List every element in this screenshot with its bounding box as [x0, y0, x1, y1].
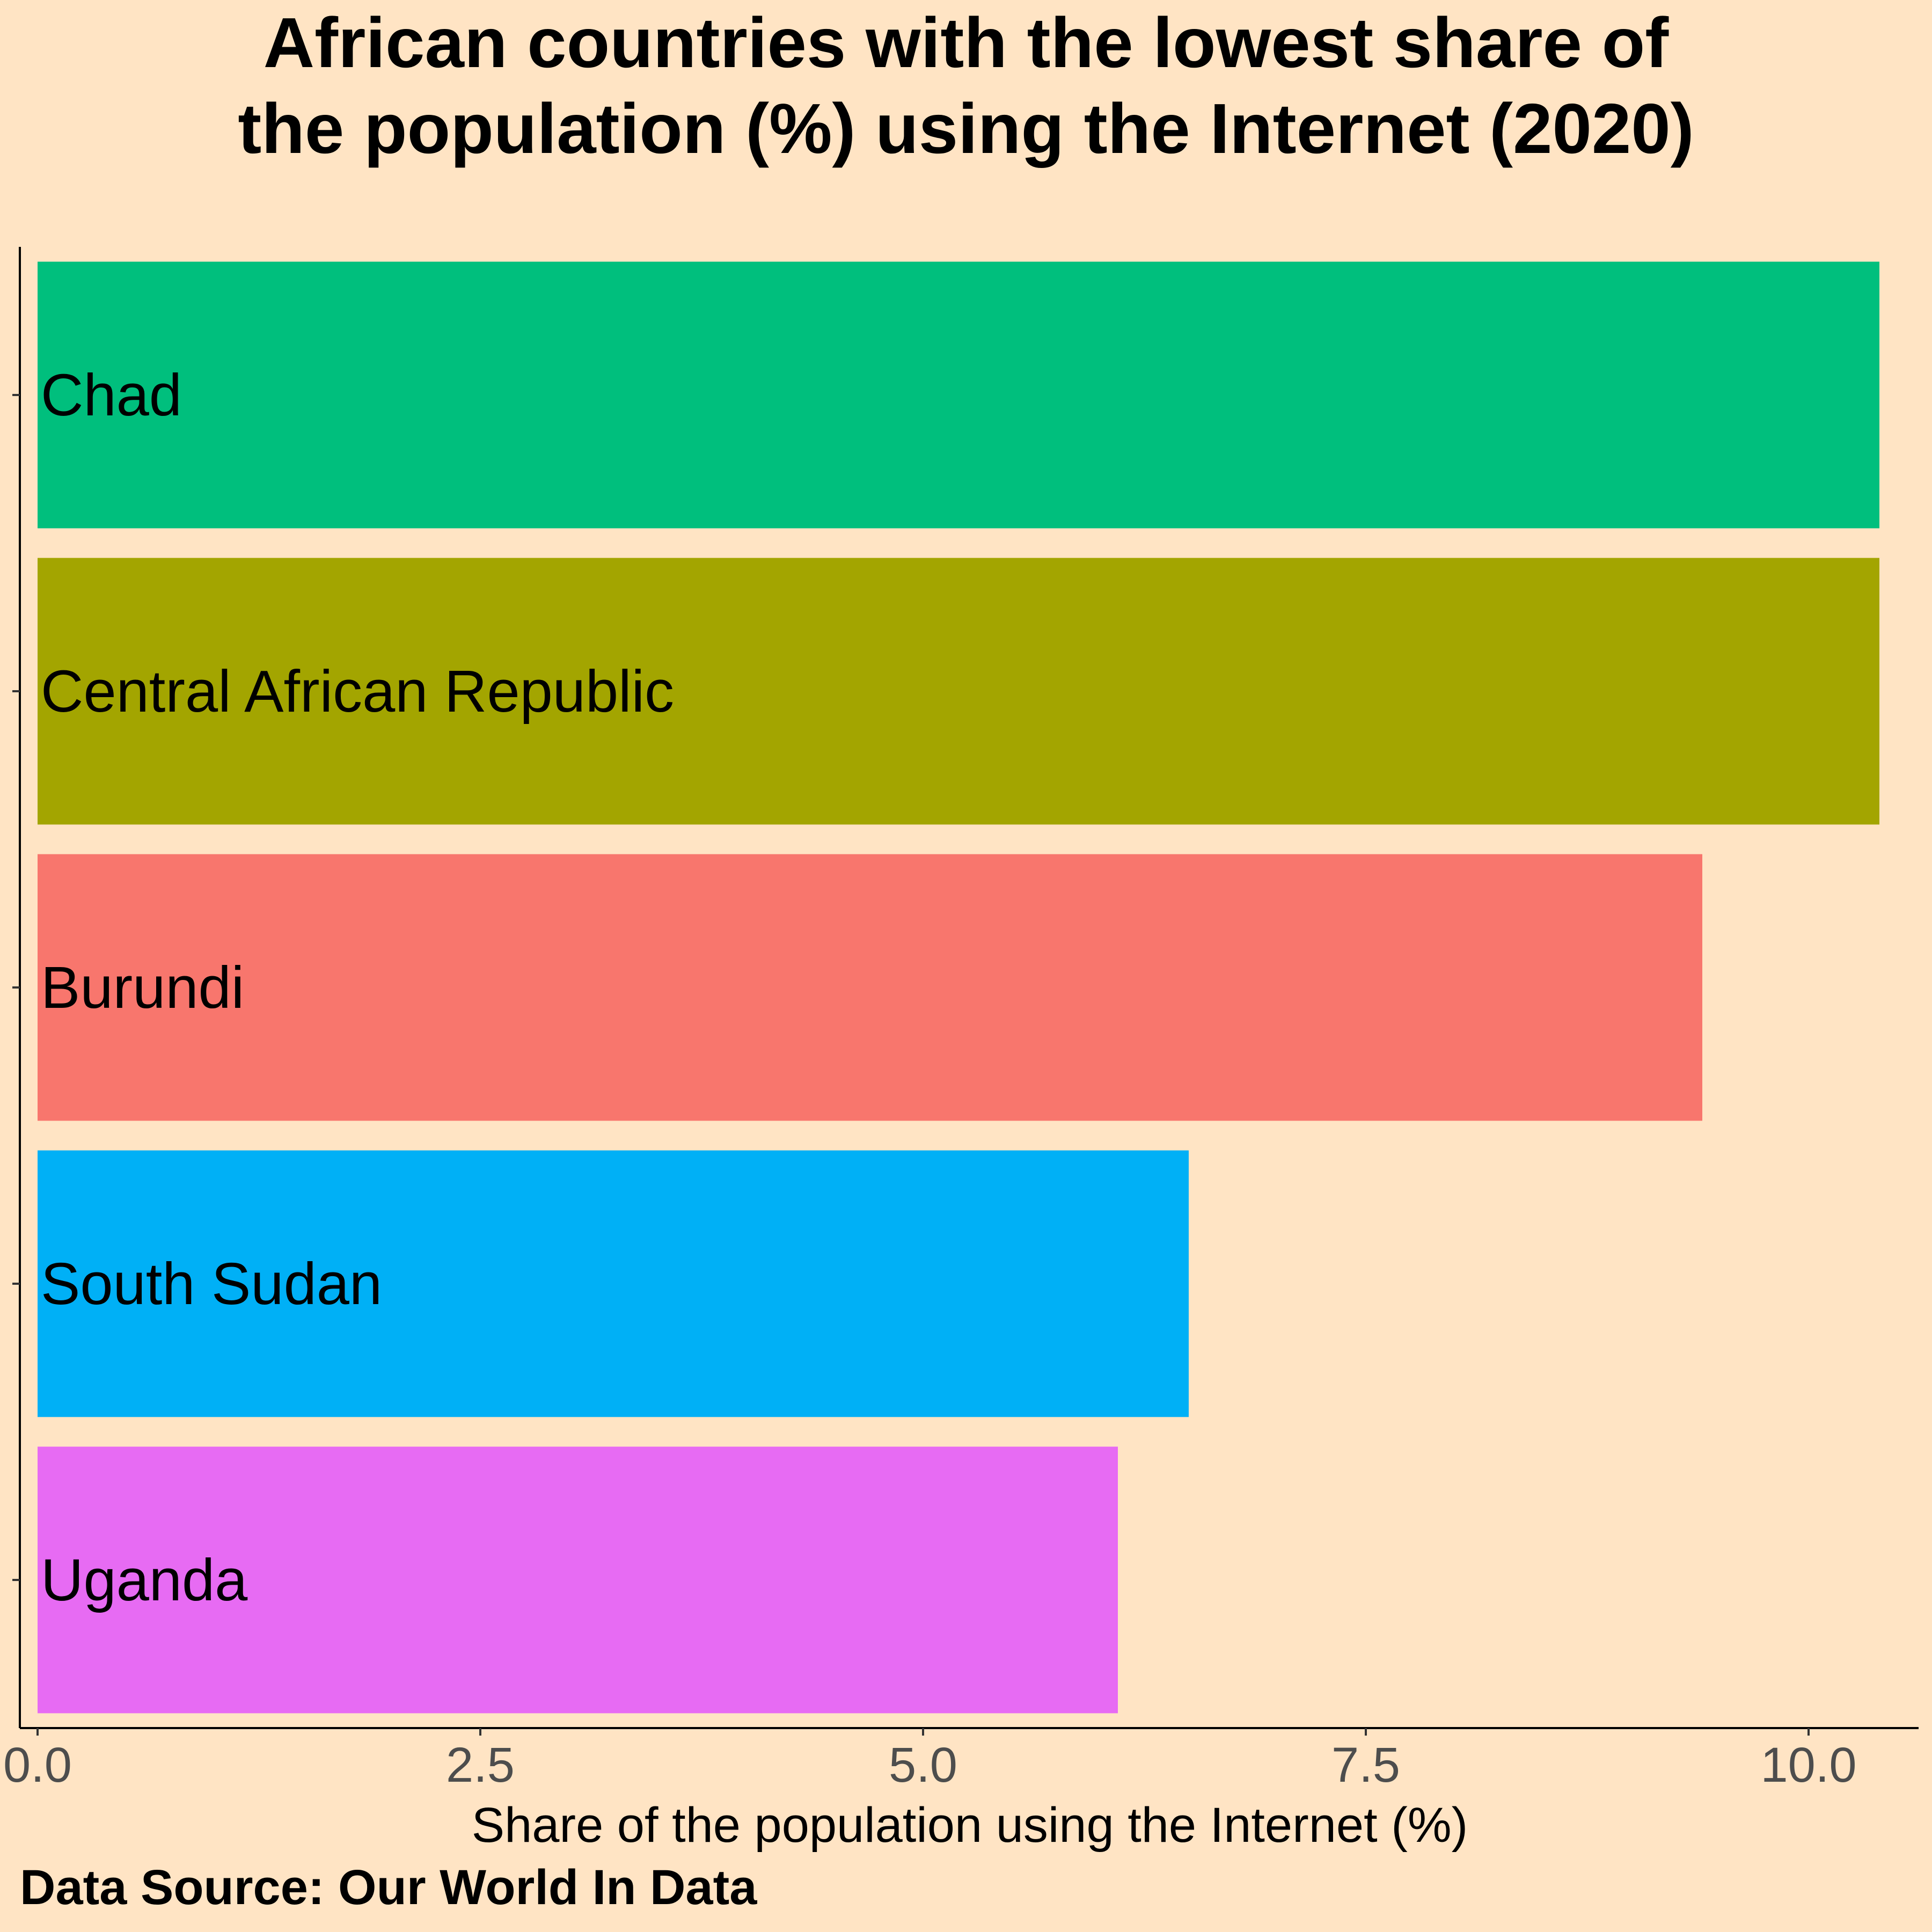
- x-tick-label: 2.5: [446, 1738, 515, 1792]
- bar-chad: [38, 261, 1879, 529]
- bar-south-sudan: [38, 1150, 1189, 1417]
- x-tick-label: 5.0: [889, 1738, 957, 1792]
- bar-label: Burundi: [41, 955, 244, 1021]
- x-tick-label: 0.0: [3, 1738, 72, 1792]
- chart-title-line-2: the population (%) using the Internet (2…: [238, 89, 1694, 168]
- bar-label: Uganda: [41, 1547, 248, 1613]
- data-source-caption: Data Source: Our World In Data: [20, 1860, 757, 1915]
- chart-title-line-1: African countries with the lowest share …: [264, 3, 1670, 82]
- x-tick-label: 10.0: [1760, 1738, 1856, 1792]
- bar-label: South Sudan: [41, 1251, 382, 1317]
- bar-label: Chad: [41, 362, 182, 428]
- x-tick-label: 7.5: [1331, 1738, 1400, 1792]
- bar-burundi: [38, 854, 1702, 1121]
- bar-label: Central African Republic: [41, 658, 674, 724]
- bar-uganda: [38, 1446, 1118, 1714]
- axes-group: 0.0 2.5 5.0 7.5 10.0: [3, 247, 1919, 1792]
- bar-central-african-republic: [38, 558, 1879, 825]
- x-axis-title: Share of the population using the Intern…: [472, 1798, 1468, 1853]
- bars-group: Chad Central African Republic Burundi South…: [38, 261, 1879, 1714]
